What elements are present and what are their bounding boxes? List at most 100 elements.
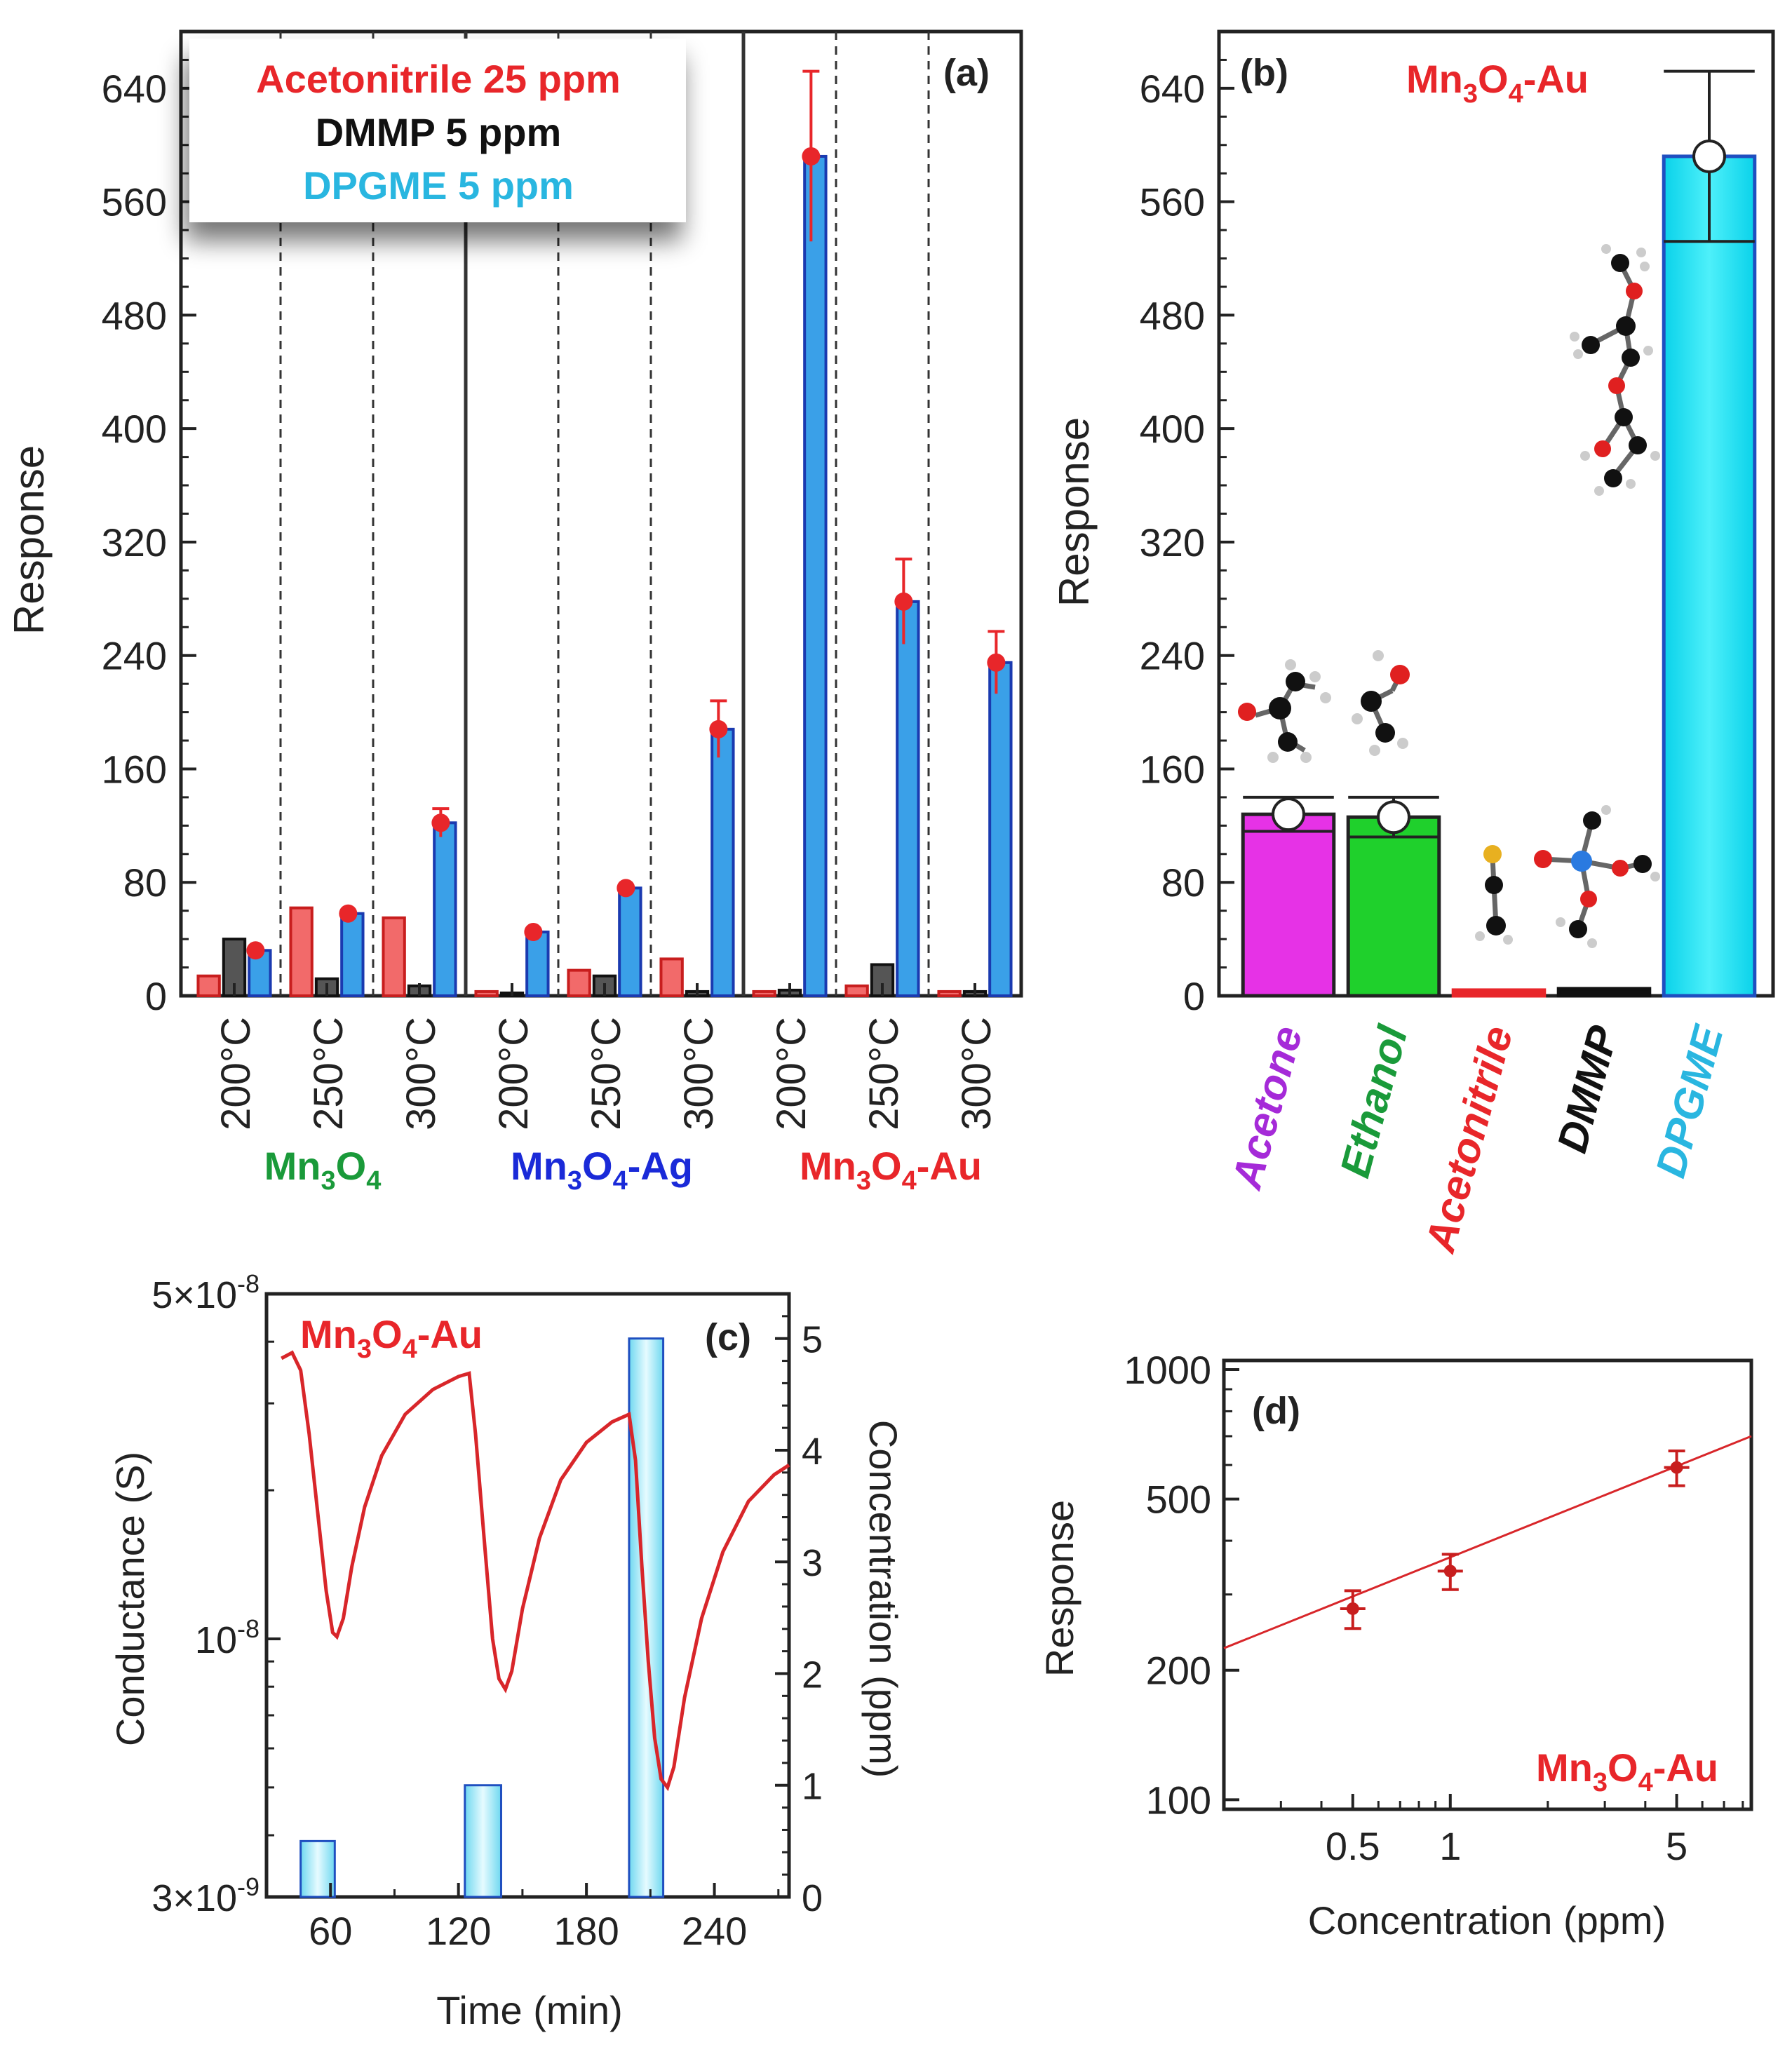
bar-marker bbox=[431, 813, 450, 832]
group-label-mn3o4: Mn3O4 bbox=[264, 1144, 382, 1196]
bar-dpgme bbox=[988, 661, 1013, 997]
y-tick-label: 200 bbox=[1146, 1649, 1211, 1693]
y-tick-label: 80 bbox=[1161, 860, 1205, 905]
x-tick-label: 180 bbox=[553, 1909, 619, 1953]
category-label: DMMP bbox=[1548, 1020, 1626, 1157]
y-tick-label: 100 bbox=[1146, 1778, 1211, 1822]
bar-marker bbox=[246, 941, 265, 960]
panel-b-ylabel: Response bbox=[1051, 417, 1098, 607]
category-label: Acetonitrile bbox=[1416, 1021, 1522, 1258]
bar-acetonitrile bbox=[196, 974, 221, 997]
y-tick-label: 560 bbox=[102, 180, 167, 224]
y2-tick-label: 1 bbox=[802, 1766, 823, 1808]
data-point bbox=[1346, 1602, 1359, 1615]
y-tick-label: 1000 bbox=[1124, 1348, 1211, 1392]
bar-dpgme bbox=[433, 821, 457, 998]
bar-marker bbox=[339, 904, 358, 923]
bar-acetonitrile bbox=[567, 968, 591, 997]
panel-d-chart: 0.5 1 5 100 200 500 1000 Concentration (ppm) R… bbox=[1037, 1348, 1753, 1943]
dpgme-molecule-icon bbox=[1570, 244, 1660, 496]
panel-c-axes: 60 120 180 240 3×10-9 10-8 5×10-8 0 1 2 3 4 5 bbox=[151, 1269, 823, 1953]
y-tick-label: 0 bbox=[1183, 974, 1205, 1018]
conductance-curve bbox=[281, 1350, 790, 1792]
panel-d-title: Mn3O4-Au bbox=[1536, 1745, 1718, 1797]
x-tick-label: 250°C bbox=[861, 1017, 907, 1130]
legend-dpgme: DPGME 5 ppm bbox=[303, 163, 574, 208]
x-tick-label: 1 bbox=[1439, 1824, 1461, 1868]
bar-ethanol bbox=[1346, 815, 1441, 998]
x-tick-label: 300°C bbox=[954, 1017, 999, 1130]
y-tick-label: 640 bbox=[1140, 67, 1205, 111]
x-tick-label: 250°C bbox=[584, 1017, 629, 1130]
acetonitrile-molecule-icon bbox=[1475, 845, 1513, 945]
x-tick-label: 240 bbox=[682, 1909, 747, 1953]
panel-b-x-tick-labels: Acetone Ethanol Acetonitrile DMMP DPGME bbox=[1222, 1020, 1732, 1258]
panel-d-ylabel: Response bbox=[1037, 1500, 1082, 1677]
y2-tick-label: 4 bbox=[802, 1431, 823, 1473]
panel-b-y-axis: 0 80 160 240 320 400 480 560 640 bbox=[1140, 58, 1234, 1018]
bar-marker bbox=[802, 147, 821, 165]
panel-b-bars bbox=[1241, 69, 1757, 998]
y-tick-label: 640 bbox=[102, 67, 167, 111]
panel-c-title: Mn3O4-Au bbox=[300, 1312, 483, 1364]
bar-acetone bbox=[1241, 812, 1336, 998]
group-label-mn3o4-au: Mn3O4-Au bbox=[800, 1144, 982, 1196]
panel-c-xlabel: Time (min) bbox=[436, 1988, 622, 2032]
bar-marker bbox=[894, 592, 913, 611]
bar-dpgme bbox=[710, 727, 735, 997]
concentration-pulse bbox=[299, 1839, 336, 1898]
x-tick-label: 250°C bbox=[306, 1017, 351, 1130]
category-label: DPGME bbox=[1647, 1020, 1732, 1182]
y-tick-label: 160 bbox=[1140, 747, 1205, 791]
x-tick-label: 300°C bbox=[398, 1017, 444, 1130]
y-tick-label: 240 bbox=[1140, 634, 1205, 678]
y-tick-label: 320 bbox=[1140, 520, 1205, 565]
panel-b-title: Mn3O4-Au bbox=[1406, 57, 1589, 109]
x-tick-label: 0.5 bbox=[1326, 1824, 1380, 1868]
y-tick-label: 160 bbox=[102, 747, 167, 791]
y-tick-label: 400 bbox=[102, 407, 167, 451]
panel-c-frame bbox=[264, 1292, 791, 1899]
acetone-molecule-icon bbox=[1238, 659, 1331, 763]
bar-marker bbox=[987, 653, 1006, 672]
x-tick-label: 120 bbox=[426, 1909, 491, 1953]
panel-a-y-axis: 0 80 160 240 320 400 480 560 640 bbox=[102, 58, 196, 1018]
panel-d-points bbox=[1223, 1435, 1752, 1649]
concentration-pulse bbox=[464, 1784, 502, 1898]
y2-tick-label: 3 bbox=[802, 1542, 823, 1584]
x-tick-label: 300°C bbox=[676, 1017, 722, 1130]
bar-dpgme bbox=[340, 912, 365, 997]
panel-d-xlabel: Concentration (ppm) bbox=[1308, 1898, 1666, 1943]
x-tick-label: 200°C bbox=[213, 1017, 259, 1130]
bar-acetonitrile bbox=[1451, 988, 1547, 998]
y-tick-label: 0 bbox=[145, 974, 167, 1018]
panel-d-label: (d) bbox=[1252, 1390, 1300, 1432]
panel-c-label: (c) bbox=[705, 1316, 751, 1358]
data-point bbox=[1670, 1461, 1683, 1474]
mean-marker bbox=[1692, 139, 1726, 173]
bar-acetonitrile bbox=[474, 989, 499, 998]
panel-a-chart: 0 80 160 240 320 400 480 560 640 200°C 250°C 300°C… bbox=[6, 29, 1023, 1196]
y-tick-label: 480 bbox=[1140, 293, 1205, 337]
bar-acetonitrile bbox=[659, 957, 684, 998]
dmmp-molecule-icon bbox=[1534, 805, 1660, 948]
bar-dpgme bbox=[1662, 154, 1757, 998]
y-tick-label: 320 bbox=[102, 520, 167, 565]
x-tick-label: 5 bbox=[1666, 1824, 1687, 1868]
legend-acetonitrile: Acetonitrile 25 ppm bbox=[256, 57, 621, 101]
y2-tick-label: 5 bbox=[802, 1319, 823, 1361]
bar-dmmp bbox=[1556, 987, 1652, 998]
panel-d-frame bbox=[1222, 1358, 1753, 1811]
y-tick-label: 560 bbox=[1140, 180, 1205, 224]
bar-dpgme bbox=[618, 886, 642, 997]
y2-tick-label: 0 bbox=[802, 1877, 823, 1919]
bar-acetonitrile bbox=[937, 989, 962, 998]
x-tick-label: 200°C bbox=[491, 1017, 537, 1130]
category-label: Ethanol bbox=[1331, 1020, 1417, 1182]
x-tick-label: 60 bbox=[309, 1909, 352, 1953]
panel-a-bars bbox=[196, 69, 1013, 998]
y-tick-label: 500 bbox=[1146, 1478, 1211, 1522]
bar-acetonitrile bbox=[752, 989, 776, 998]
bar-marker bbox=[617, 879, 635, 898]
